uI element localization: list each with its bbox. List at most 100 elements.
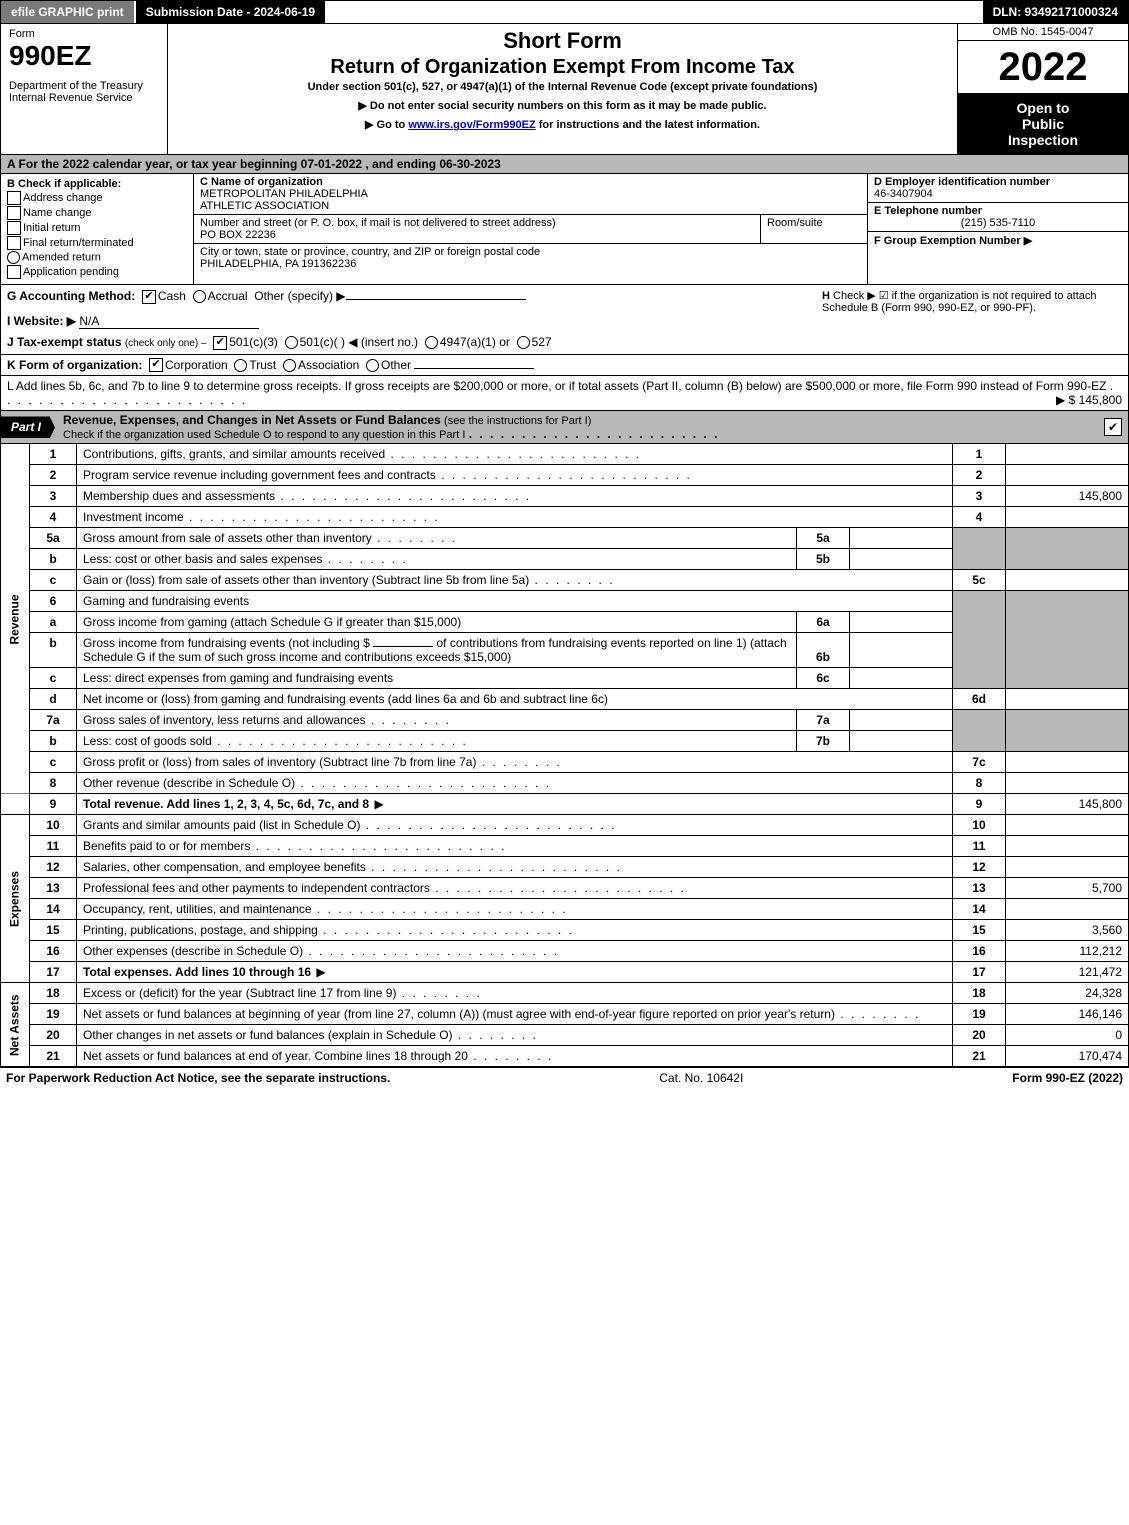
open-line3: Inspection: [962, 132, 1124, 148]
box-f-label: F Group Exemption Number ▶: [874, 234, 1122, 247]
l20-desc: Other changes in net assets or fund bala…: [83, 1028, 453, 1042]
cb-final-return[interactable]: Final return/terminated: [7, 236, 187, 250]
ein-value: 46-3407904: [874, 188, 1122, 200]
l12-desc: Salaries, other compensation, and employ…: [83, 860, 366, 874]
instr-goto-post: for instructions and the latest informat…: [539, 119, 760, 131]
ln: 11: [30, 836, 77, 857]
rb-trust[interactable]: [234, 359, 247, 372]
part-i-schedule-o-checkbox[interactable]: ✔: [1104, 418, 1122, 436]
ln: 6: [30, 591, 77, 612]
netassets-sidelabel: Net Assets: [1, 983, 30, 1067]
ln: 15: [30, 920, 77, 941]
lbl-cash: Cash: [158, 289, 186, 303]
line-k: K Form of organization: Corporation Trus…: [0, 355, 1129, 377]
dln-label: DLN: 93492171000324: [983, 1, 1128, 23]
org-name-2: ATHLETIC ASSOCIATION: [200, 200, 861, 212]
rb-501c[interactable]: [285, 336, 298, 349]
cb-corporation[interactable]: [149, 358, 163, 372]
rb-other-org[interactable]: [366, 359, 379, 372]
cb-amended-return[interactable]: Amended return: [7, 251, 187, 264]
irs-link[interactable]: www.irs.gov/Form990EZ: [408, 119, 535, 131]
lbl-501c3: 501(c)(3): [229, 335, 278, 349]
lbl-527: 527: [532, 335, 552, 349]
rb-association[interactable]: [283, 359, 296, 372]
line-j-note: (check only one) –: [125, 338, 207, 349]
l12-val: [1006, 857, 1129, 878]
ln: b: [30, 633, 77, 668]
l2-desc: Program service revenue including govern…: [83, 468, 436, 482]
ln: 19: [30, 1004, 77, 1025]
grey-fill: [953, 528, 1006, 570]
cb-initial-return[interactable]: Initial return: [7, 221, 187, 235]
line-l-text: L Add lines 5b, 6c, and 7b to line 9 to …: [7, 379, 1106, 393]
l18-val: 24,328: [1006, 983, 1129, 1004]
l4-val: [1006, 507, 1129, 528]
dept-label: Department of the Treasury Internal Reve…: [9, 80, 159, 104]
line-i-label: I Website: ▶: [7, 314, 76, 328]
l17-desc: Total expenses. Add lines 10 through 16: [83, 965, 311, 979]
part-i-tag: Part I: [1, 416, 55, 438]
ln: 12: [30, 857, 77, 878]
l11-ref: 11: [953, 836, 1006, 857]
part-i-title: Revenue, Expenses, and Changes in Net As…: [55, 411, 1104, 443]
l6b-blank[interactable]: [373, 646, 433, 647]
box-def: D Employer identification number 46-3407…: [867, 174, 1128, 284]
form-number: 990EZ: [9, 40, 159, 72]
l6a-sv: [850, 612, 953, 633]
l13-val: 5,700: [1006, 878, 1129, 899]
l16-val: 112,212: [1006, 941, 1129, 962]
ln: b: [30, 549, 77, 570]
l11-val: [1006, 836, 1129, 857]
cb-application-pending[interactable]: Application pending: [7, 265, 187, 279]
part-i-header: Part I Revenue, Expenses, and Changes in…: [0, 411, 1129, 444]
telephone-value: (215) 535-7110: [874, 217, 1122, 229]
ln: 5a: [30, 528, 77, 549]
ln: 17: [30, 962, 77, 983]
ln: 10: [30, 815, 77, 836]
box-c: C Name of organization METROPOLITAN PHIL…: [194, 174, 867, 284]
l6-desc: Gaming and fundraising events: [77, 591, 953, 612]
city-label: City or town, state or province, country…: [200, 246, 861, 258]
rb-527[interactable]: [517, 336, 530, 349]
cb-name-change[interactable]: Name change: [7, 206, 187, 220]
submission-date-button[interactable]: Submission Date - 2024-06-19: [136, 1, 327, 23]
header-right: OMB No. 1545-0047 2022 Open to Public In…: [957, 24, 1128, 154]
website-value: N/A: [79, 314, 259, 329]
addr-value: PO BOX 22236: [200, 229, 754, 241]
l2-val: [1006, 465, 1129, 486]
efile-print-button[interactable]: efile GRAPHIC print: [1, 1, 136, 23]
l4-desc: Investment income: [83, 510, 184, 524]
box-e-label: E Telephone number: [874, 205, 1122, 217]
rb-accrual[interactable]: [193, 290, 206, 303]
ln: c: [30, 570, 77, 591]
top-command-bar: efile GRAPHIC print Submission Date - 20…: [0, 0, 1129, 24]
l3-desc: Membership dues and assessments: [83, 489, 275, 503]
ln: 16: [30, 941, 77, 962]
l10-desc: Grants and similar amounts paid (list in…: [83, 818, 360, 832]
cb-501c3[interactable]: [213, 336, 227, 350]
cb-address-change[interactable]: Address change: [7, 191, 187, 205]
l7a-sn: 7a: [797, 710, 850, 731]
revenue-sidelabel: Revenue: [1, 444, 30, 794]
open-to-public-badge: Open to Public Inspection: [958, 94, 1128, 154]
instr-no-ssn: ▶ Do not enter social security numbers o…: [172, 99, 953, 112]
l5a-sv: [850, 528, 953, 549]
line-l: L Add lines 5b, 6c, and 7b to line 9 to …: [0, 376, 1129, 411]
l5a-desc: Gross amount from sale of assets other t…: [83, 531, 372, 545]
other-org-input[interactable]: [414, 368, 534, 369]
identity-block: B Check if applicable: Address change Na…: [0, 174, 1129, 285]
l21-ref: 21: [953, 1046, 1006, 1067]
l6d-desc: Net income or (loss) from gaming and fun…: [83, 692, 608, 706]
l5a-sn: 5a: [797, 528, 850, 549]
rb-4947[interactable]: [425, 336, 438, 349]
cb-cash[interactable]: [142, 290, 156, 304]
form-word: Form: [9, 28, 159, 40]
l15-desc: Printing, publications, postage, and shi…: [83, 923, 318, 937]
block-ghij: H Check ▶ ☑ if the organization is not r…: [0, 285, 1129, 355]
box-c-label: C Name of organization: [200, 176, 861, 188]
other-method-input[interactable]: [346, 299, 526, 300]
l16-ref: 16: [953, 941, 1006, 962]
l7c-val: [1006, 752, 1129, 773]
instr-goto-pre: ▶ Go to: [365, 119, 408, 131]
l9-desc: Total revenue. Add lines 1, 2, 3, 4, 5c,…: [83, 797, 369, 811]
